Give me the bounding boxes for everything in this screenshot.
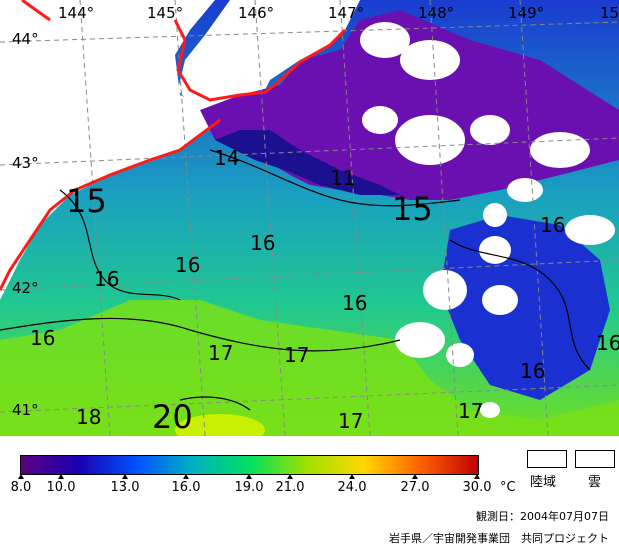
tick-label: 30.0 — [462, 480, 492, 495]
sea-surface-temperature-map: 144° 145° 146° 147° 148° 149° 15 44° 43°… — [0, 0, 619, 436]
isotherm-label: 17 — [284, 343, 309, 367]
warm-core — [175, 414, 265, 436]
isotherm-label: 16 — [342, 291, 367, 315]
eastern-cold-eddy — [440, 215, 610, 400]
latitude-labels: 44° 43° 42° 41° — [12, 30, 39, 419]
isotherm-label: 17 — [338, 409, 363, 433]
cloud-legend-box — [575, 450, 615, 468]
cloud-legend-label: 雲 — [588, 475, 602, 490]
warm-water-region — [0, 300, 619, 436]
temperature-colorbar — [20, 455, 479, 475]
longitude-label: 147° — [328, 4, 364, 22]
tick-label: 10.0 — [46, 480, 76, 495]
tick-label: 8.0 — [10, 480, 32, 495]
longitude-label: 149° — [508, 4, 544, 22]
coastline — [0, 0, 347, 291]
isotherm-label: 16 — [175, 253, 200, 277]
land-legend-label: 陸域 — [530, 475, 557, 490]
isotherm-label: 17 — [208, 341, 233, 365]
longitude-label: 15 — [600, 4, 619, 22]
isotherm-label: 16 — [30, 326, 55, 350]
tick-label: 19.0 — [234, 480, 264, 495]
isotherm-label: 16 — [94, 267, 119, 291]
tick-label: 24.0 — [337, 480, 367, 495]
isotherm-label: 16 — [596, 331, 619, 355]
tick-label: 13.0 — [110, 480, 140, 495]
tick-label: 27.0 — [400, 480, 430, 495]
tick-mark — [58, 474, 64, 479]
tick-mark — [349, 474, 355, 479]
tick-mark — [122, 474, 128, 479]
longitude-label: 146° — [238, 4, 274, 22]
isotherm-label: 15 — [392, 190, 433, 228]
isotherm-label: 20 — [152, 398, 193, 436]
isotherm-label: 17 — [458, 399, 483, 423]
tick-mark — [246, 474, 252, 479]
credit-text: 岩手県／宇宙開発事業団 共同プロジェクト — [389, 532, 609, 545]
longitude-label: 145° — [147, 4, 183, 22]
isotherm-lines — [0, 149, 591, 411]
tick-label: 21.0 — [275, 480, 305, 495]
latitude-label: 42° — [12, 279, 39, 297]
longitude-label: 148° — [418, 4, 454, 22]
tick-label: 16.0 — [171, 480, 201, 495]
very-cold-core — [215, 130, 400, 195]
observation-date: 観測日：2004年07月07日 — [476, 510, 609, 523]
tick-mark — [18, 474, 24, 479]
tick-mark — [412, 474, 418, 479]
isotherm-label: 15 — [66, 182, 107, 220]
tick-mark — [287, 474, 293, 479]
unit-label: °C — [500, 480, 516, 495]
tick-mark — [474, 474, 480, 479]
tick-mark — [183, 474, 189, 479]
isotherm-label: 16 — [540, 213, 565, 237]
isotherm-label: 18 — [76, 405, 101, 429]
legend: 8.0 10.0 13.0 16.0 19.0 21.0 24.0 27.0 3… — [0, 436, 619, 546]
isotherm-label: 16 — [250, 231, 275, 255]
latitude-label: 44° — [12, 30, 39, 48]
latitude-label: 41° — [12, 401, 39, 419]
cloud-cover — [360, 22, 615, 418]
isotherm-label: 11 — [330, 166, 355, 190]
latitude-label: 43° — [12, 154, 39, 172]
longitude-labels: 144° 145° 146° 147° 148° 149° 15 — [58, 4, 619, 22]
longitude-label: 144° — [58, 4, 94, 22]
isotherm-label: 14 — [214, 146, 239, 170]
isotherm-labels: 14 11 15 15 16 16 16 16 16 16 16 16 17 1… — [30, 146, 619, 436]
isotherm-label: 16 — [520, 359, 545, 383]
land-legend-box — [527, 450, 567, 468]
